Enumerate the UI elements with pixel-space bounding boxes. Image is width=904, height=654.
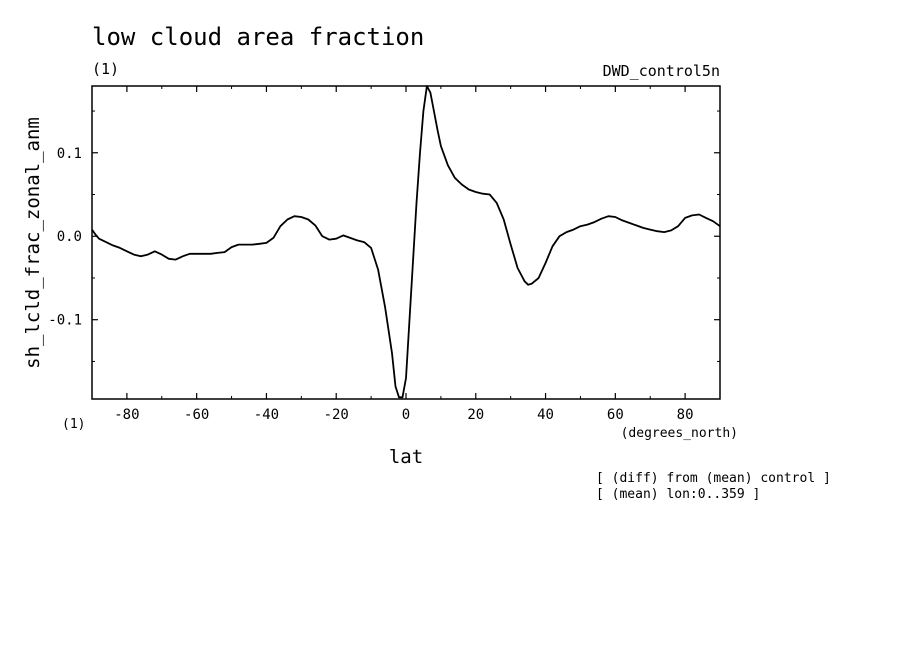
y-axis-title: sh_lcld_frac_zonal_anm xyxy=(22,117,44,369)
x-tick-label: 20 xyxy=(467,407,484,423)
x-tick-label: 40 xyxy=(537,407,554,423)
note-mean: [ (mean) lon:0..359 ] xyxy=(596,487,760,502)
y-units-label: (1) xyxy=(62,417,85,432)
note-diff: [ (diff) from (mean) control ] xyxy=(596,471,831,486)
x-tick-label: -80 xyxy=(114,407,139,423)
x-axis-title: lat xyxy=(389,446,423,468)
x-units-label: (degrees_north) xyxy=(621,426,738,441)
chart-title: low cloud area fraction xyxy=(92,23,424,51)
y-tick-label: 0.0 xyxy=(57,229,82,245)
chart-subtitle-right: DWD_control5n xyxy=(603,62,720,80)
x-tick-label: -60 xyxy=(184,407,209,423)
series-line-0 xyxy=(91,85,721,399)
chart-subtitle-left: (1) xyxy=(92,60,119,78)
x-tick-label: -40 xyxy=(254,407,279,423)
x-tick-label: 60 xyxy=(607,407,624,423)
plot-area: -80 -60 -40 -20 0 20 40 60 80 -0.1 0.0 0.1 xyxy=(48,85,721,423)
plot-frame xyxy=(91,85,721,400)
x-tick-label: 80 xyxy=(677,407,694,423)
x-tick-label: -20 xyxy=(324,407,349,423)
y-tick-label: 0.1 xyxy=(57,146,82,162)
x-tick-label: 0 xyxy=(402,407,410,423)
y-tick-label: -0.1 xyxy=(48,313,82,329)
